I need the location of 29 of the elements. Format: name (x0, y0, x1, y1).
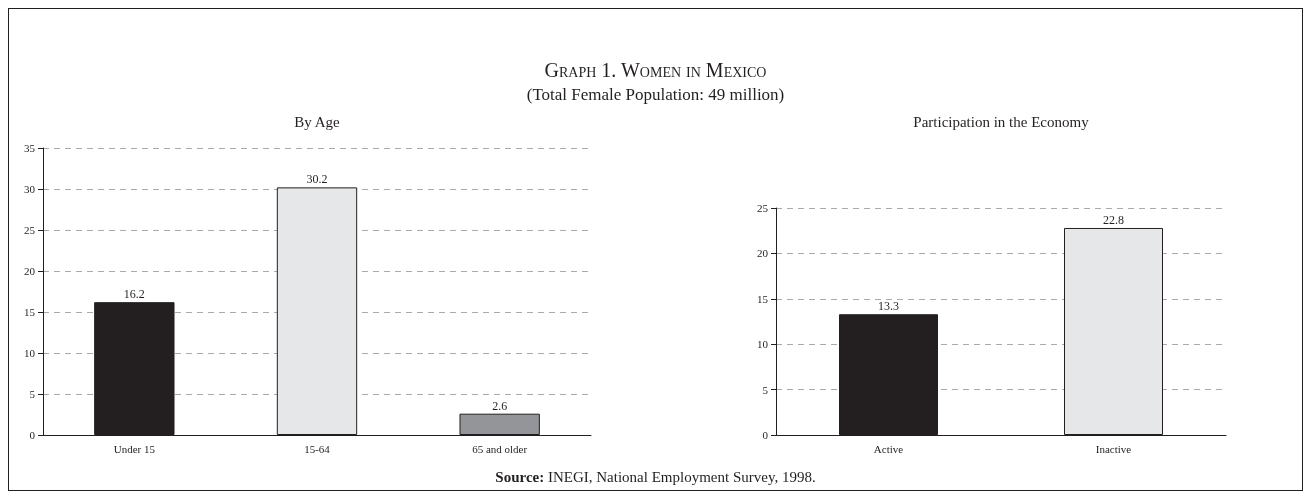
y-tick-label: 5 (29, 388, 36, 400)
y-tick-label: 0 (29, 429, 36, 441)
y-tick-label: 25 (24, 224, 36, 236)
y-tick-label: 35 (24, 142, 36, 154)
y-tick-label: 30 (24, 183, 36, 195)
y-tick-label: 20 (757, 247, 769, 260)
chart-title: Participation in the Economy (912, 114, 1090, 131)
chart-title: By Age (293, 114, 341, 131)
data-label: 22.8 (1103, 212, 1124, 227)
x-tick-label: 15-64 (304, 442, 331, 455)
y-tick-label: 10 (24, 347, 36, 359)
y-tick-label: 15 (24, 306, 36, 318)
x-tick-label: Under 15 (113, 442, 156, 455)
y-tick-label: 25 (757, 202, 769, 214)
y-tick-label: 0 (762, 429, 769, 441)
y-tick-label: 10 (757, 338, 769, 351)
data-label: 13.3 (878, 299, 899, 314)
data-label: 30.2 (306, 172, 328, 187)
data-label: 16.2 (123, 287, 145, 302)
x-tick-label: Inactive (1095, 442, 1132, 455)
x-tick-label: Active (873, 442, 904, 455)
y-tick-label: 20 (24, 265, 36, 277)
data-label: 2.6 (492, 398, 508, 413)
y-tick-label: 5 (762, 383, 769, 396)
y-tick-label: 15 (757, 292, 769, 305)
source-note: Source: INEGI, National Employment Survey, 1998. (494, 469, 817, 486)
text: (Total Female Population: 49 million) (525, 85, 786, 105)
x-tick-label: 65 and older (472, 442, 528, 455)
caption: Graph 1. Women in Mexico (543, 59, 768, 82)
